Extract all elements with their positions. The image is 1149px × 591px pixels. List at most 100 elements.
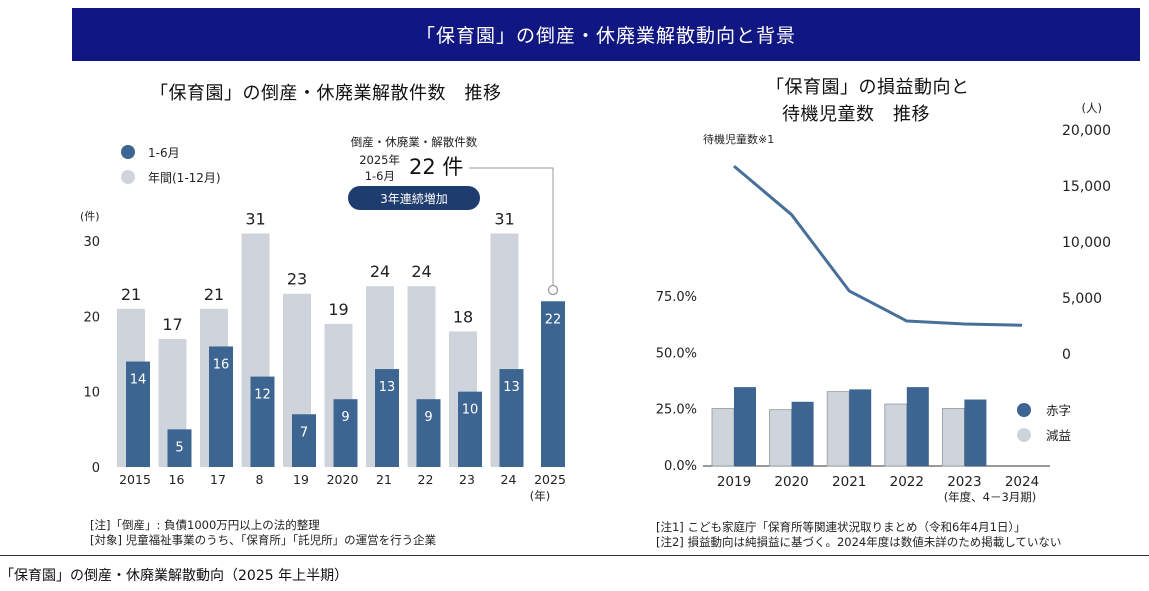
right-x-tick-2021: 2021 <box>832 474 866 490</box>
left-note-2: [対象] 児童福祉事業のうち、「保育所」「託児所」の運営を行う企業 <box>90 533 437 547</box>
right-note-1: [注1] こども家庭庁「保育所等関連状況取りまとめ（令和6年4月1日）」 <box>656 520 1026 534</box>
annual-value-19: 23 <box>287 270 307 289</box>
left-x-tick-2015: 2015 <box>119 472 151 487</box>
half-bar-19 <box>292 414 316 467</box>
right-right-tick-4: 20,000 <box>1062 123 1111 139</box>
annual-value-21: 24 <box>370 262 390 281</box>
left-y-tick-10: 10 <box>83 386 100 401</box>
callout-label: 倒産・休廃業・解散件数 <box>351 135 478 149</box>
line-label: 待機児童数※1 <box>703 132 774 146</box>
deficit-bar-2020 <box>791 401 814 466</box>
left-x-unit: (年) <box>530 489 550 503</box>
half-bar-2015 <box>126 361 150 467</box>
right-left-tick-2: 50.0% <box>656 346 697 361</box>
legend-marker-1-6 <box>121 145 135 159</box>
half-value-2025: 22 <box>545 312 562 327</box>
left-x-tick-22: 22 <box>418 472 434 487</box>
half-bar-24 <box>499 369 524 467</box>
deficit-bar-2021 <box>849 389 872 466</box>
callout-badge-text: 3年連続増加 <box>380 192 448 206</box>
left-x-tick-23: 23 <box>459 472 475 487</box>
right-left-tick-3: 75.0% <box>656 290 697 305</box>
annual-value-2015: 21 <box>121 285 141 304</box>
right-x-tick-2023: 2023 <box>947 474 981 490</box>
half-bar-17 <box>209 346 233 467</box>
left-y-tick-20: 20 <box>83 310 100 325</box>
half-value-2020: 9 <box>341 410 349 425</box>
callout-value: 22 件 <box>409 155 463 179</box>
right-chart-title-line1: 「保育園」の損益動向と <box>766 77 970 98</box>
right-right-tick-1: 5,000 <box>1062 291 1102 307</box>
left-note-1: [注]「倒産」: 負債1000万円以上の法的整理 <box>90 518 320 532</box>
left-chart-title: 「保育園」の倒産・休廃業解散件数 推移 <box>150 83 502 104</box>
decline-bar-2023 <box>942 408 965 467</box>
half-value-16: 5 <box>175 440 183 455</box>
half-value-21: 13 <box>379 380 396 395</box>
legend-label-annual: 年間(1-12月) <box>148 171 221 185</box>
callout-months: 1-6月 <box>365 169 395 183</box>
right-x-tick-2019: 2019 <box>717 474 751 490</box>
annual-value-16: 17 <box>162 315 182 334</box>
right-left-tick-1: 25.0% <box>656 403 697 418</box>
half-bar-22 <box>416 399 441 467</box>
right-x-unit: (年度、4－3月期) <box>944 490 1037 504</box>
decline-bar-2021 <box>826 391 850 467</box>
right-notes: [注1] こども家庭庁「保育所等関連状況取りまとめ（令和6年4月1日）」 [注2… <box>656 520 1061 550</box>
right-left-tick-0: 0.0% <box>664 459 697 474</box>
left-x-tick-2020: 2020 <box>327 472 359 487</box>
callout-year: 2025年 <box>359 153 400 167</box>
left-x-tick-17: 17 <box>210 472 226 487</box>
left-x-tick-24: 24 <box>501 472 517 487</box>
right-right-tick-3: 15,000 <box>1062 179 1111 195</box>
legend-marker-annual <box>121 170 135 184</box>
right-right-tick-0: 0 <box>1062 347 1071 363</box>
annual-value-17: 21 <box>204 285 224 304</box>
header-banner: 「保育園」の倒産・休廃業解散動向と背景 <box>72 8 1140 61</box>
half-value-19: 7 <box>300 425 308 440</box>
annual-value-22: 24 <box>411 262 431 281</box>
right-note-2: [注2] 損益動向は純損益に基づく。2024年度は数値未詳のため掲載していない <box>656 535 1062 549</box>
callout-leader-line <box>469 167 554 286</box>
left-notes: [注]「倒産」: 負債1000万円以上の法的整理 [対象] 児童福祉事業のうち、… <box>90 518 436 548</box>
right-chart-title-line2: 待機児童数 推移 <box>782 104 930 125</box>
left-y-tick-30: 30 <box>83 235 100 250</box>
right-x-tick-2024: 2024 <box>1005 474 1039 490</box>
left-x-tick-8: 8 <box>256 472 264 487</box>
deficit-bar-2023 <box>964 399 987 466</box>
half-value-24: 13 <box>503 380 520 395</box>
half-bar-16 <box>167 429 192 467</box>
half-bar-2025 <box>541 301 565 467</box>
legend-marker-deficit <box>1017 403 1031 417</box>
legend-label-decline: 減益 <box>1046 428 1071 443</box>
right-x-tick-2022: 2022 <box>890 474 924 490</box>
callout-badge <box>348 186 480 210</box>
half-bar-21 <box>375 369 399 467</box>
decline-bar-2022 <box>884 403 908 467</box>
half-bar-8 <box>250 376 275 467</box>
left-x-tick-16: 16 <box>169 472 185 487</box>
half-value-8: 12 <box>254 388 271 403</box>
footer-divider <box>0 555 1149 556</box>
half-bar-2020 <box>333 399 358 467</box>
decline-bar-2019 <box>711 408 735 467</box>
deficit-bar-2022 <box>906 387 929 466</box>
half-value-23: 10 <box>462 403 479 418</box>
left-x-tick-19: 19 <box>293 472 309 487</box>
legend-label-1-6: 1-6月 <box>148 146 180 160</box>
annual-value-8: 31 <box>245 209 265 228</box>
half-value-22: 9 <box>424 410 432 425</box>
left-x-tick-2025: 2025 <box>534 472 566 487</box>
right-x-tick-2020: 2020 <box>774 474 808 490</box>
decline-bar-2020 <box>769 409 792 467</box>
annual-value-24: 31 <box>494 209 514 228</box>
right-axis-unit: (人) <box>1082 101 1102 115</box>
right-right-tick-2: 10,000 <box>1062 235 1111 251</box>
half-value-17: 16 <box>213 357 230 372</box>
legend-label-deficit: 赤字 <box>1046 403 1071 418</box>
annual-value-2020: 19 <box>328 300 348 319</box>
left-y-unit: (件) <box>80 210 100 223</box>
waiting-children-line <box>733 165 1023 327</box>
deficit-bar-2019 <box>734 387 756 466</box>
figure-caption: 「保育園」の倒産・休廃業解散動向（2025 年上半期） <box>0 568 349 584</box>
